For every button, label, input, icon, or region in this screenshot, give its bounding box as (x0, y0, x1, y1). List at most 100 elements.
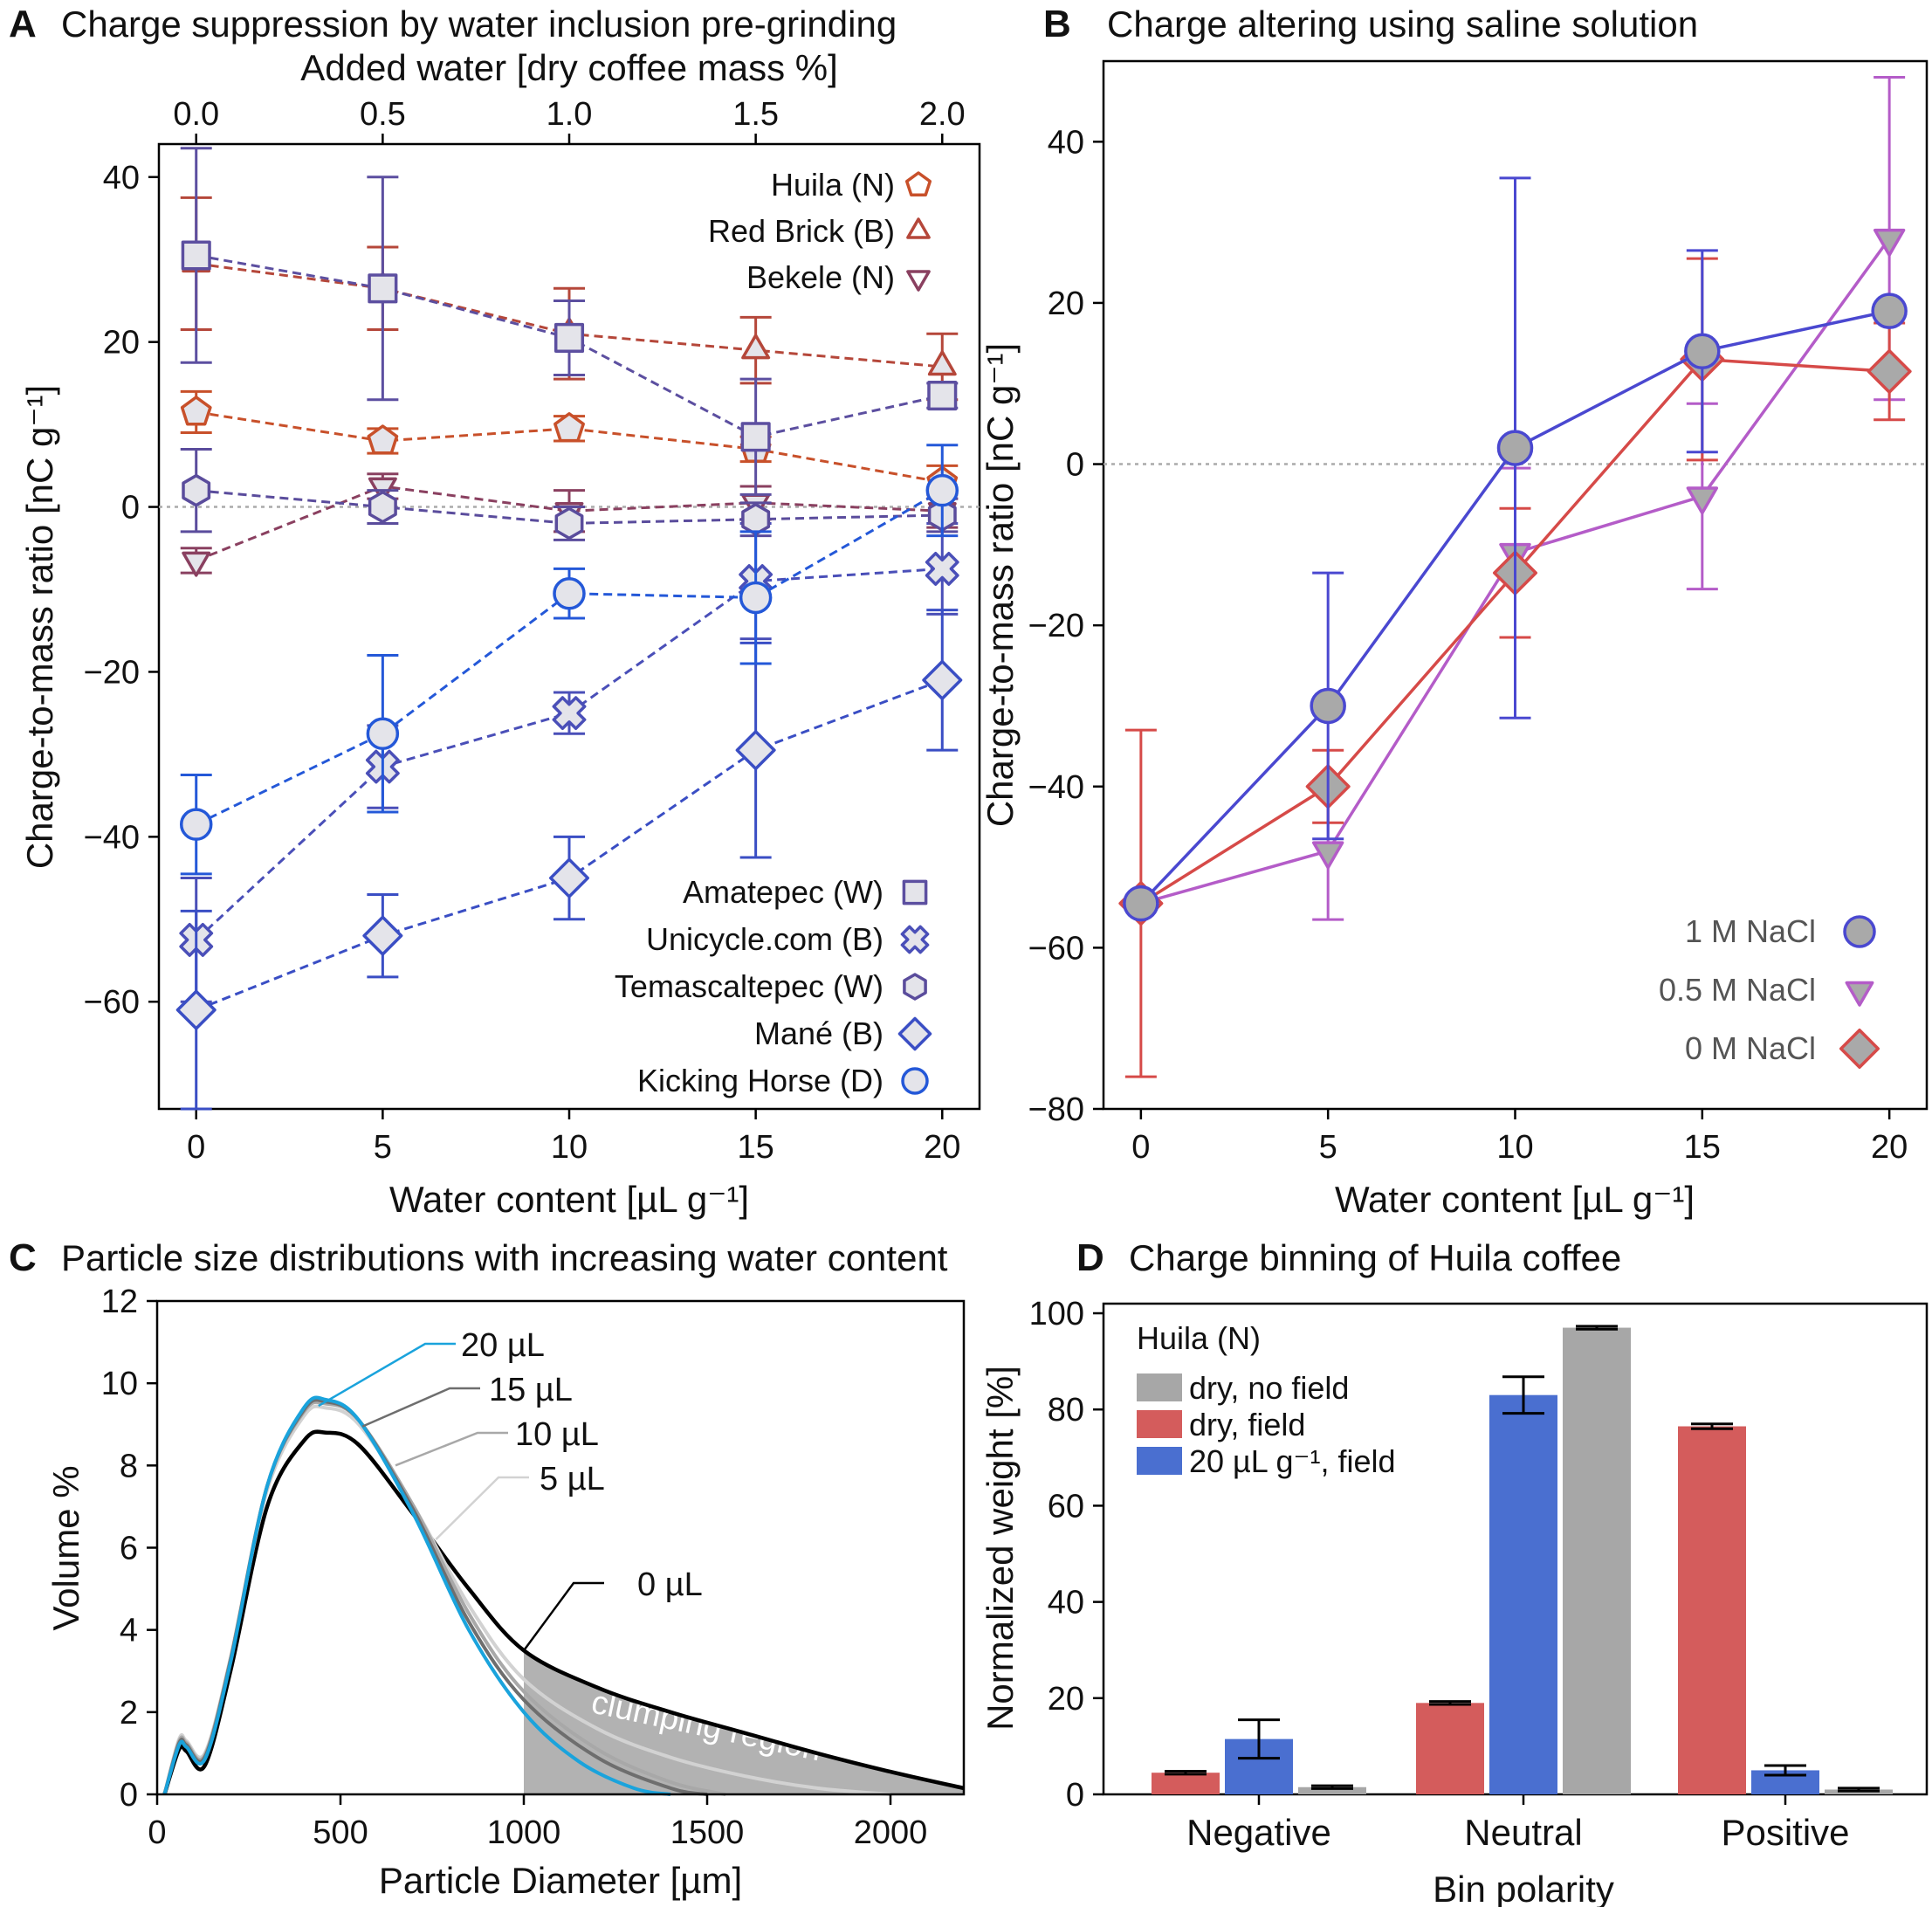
a-legend-marker-red-brick-b (906, 217, 931, 239)
panel-a-axes: 0 0.0 5 0.5 10 1.0 15 1.5 20 2.0 −60 −40 −20 0 20 40 (84, 96, 966, 1166)
a-ytick-label: 40 (103, 160, 140, 196)
panel-a-letter: A (9, 3, 37, 45)
a-ytick-label: 0 (121, 490, 140, 527)
d-xtick-label-neutral: Neutral (1464, 1812, 1582, 1853)
panel-c-series (162, 1395, 965, 1796)
panel-c-xlabel: Particle Diameter [µm] (379, 1860, 742, 1901)
a-series-huila-n (180, 389, 959, 500)
a-point-huila-n (180, 396, 212, 426)
c-xtick-label: 1500 (670, 1814, 745, 1851)
b-legend-label-0-5-m-nacl: 0.5 M NaCl (1659, 972, 1816, 1008)
d-legend-label-dry-no-field: dry, no field (1189, 1370, 1349, 1406)
panel-d-axes: 0 20 40 60 80 100 Negative Neutral Positive (1029, 1296, 1850, 1853)
d-bar-20-l-g-field-neutral (1489, 1394, 1557, 1794)
panel-c-letter: C (9, 1236, 37, 1279)
a-point-man-b (362, 915, 403, 956)
a-ytick-label: 20 (103, 325, 140, 361)
b-xtick-label: 10 (1496, 1129, 1533, 1166)
a-point-kicking-horse-d (366, 717, 400, 751)
b-legend-marker-0-5-m-nacl (1845, 981, 1874, 1007)
a-point-man-b (735, 730, 776, 771)
panel-d-title: Charge binning of Huila coffee (1129, 1237, 1621, 1278)
a-legend-label-unicycle-com-b: Unicycle.com (B) (646, 921, 883, 957)
a-point-red-brick-b (927, 350, 957, 376)
a-legend-marker-amatepec-w (902, 879, 928, 905)
a-legend-label-huila-n: Huila (N) (771, 167, 895, 203)
a-legend-marker-bekele-n (906, 270, 931, 292)
c-leader-5-l (435, 1476, 529, 1540)
a-point-red-brick-b (741, 334, 771, 360)
a-point-temascaltepec-w (182, 473, 211, 507)
panel-c: C Particle size distributions with incre… (9, 1236, 966, 1901)
a-line-bekele-n (196, 485, 943, 562)
c-curve-label-5-l: 5 µL (540, 1461, 605, 1497)
c-xtick-label: 1000 (487, 1814, 561, 1851)
c-ytick-label: 0 (120, 1777, 138, 1814)
a-xtick-label: 20 (924, 1129, 960, 1166)
a-x2tick-label: 1.5 (732, 96, 779, 133)
panel-c-axes: 0 500 1000 1500 2000 0 2 4 6 8 10 12 (101, 1284, 928, 1851)
a-x2tick-label: 0.0 (173, 96, 219, 133)
a-point-temascaltepec-w (368, 490, 397, 524)
b-point-1-m-nacl (1684, 333, 1721, 370)
d-ytick-label: 80 (1048, 1392, 1084, 1429)
panel-a-x2label: Added water [dry coffee mass %] (300, 47, 838, 88)
a-point-man-b (549, 857, 589, 898)
c-curve-label-20-l: 20 µL (461, 1327, 545, 1364)
a-legend-label-temascaltepec-w: Temascaltepec (W) (615, 968, 883, 1004)
d-ytick-label: 100 (1029, 1296, 1084, 1332)
b-point-0-5-m-nacl (1686, 486, 1719, 515)
b-ytick-label: 20 (1048, 286, 1084, 322)
d-legend-label-20-l-g-field: 20 µL g⁻¹, field (1189, 1443, 1396, 1479)
panel-a-xlabel: Water content [µL g⁻¹] (389, 1179, 749, 1220)
a-xtick-label: 5 (374, 1129, 392, 1166)
panel-a-legend: Huila (N) Red Brick (B) Bekele (N) Amatepec… (615, 167, 932, 1098)
d-legend-swatch-dry-field (1137, 1410, 1182, 1438)
b-legend-label-1-m-nacl: 1 M NaCl (1685, 913, 1816, 949)
b-point-0-5-m-nacl (1873, 228, 1906, 257)
d-ytick-label: 60 (1048, 1488, 1084, 1525)
d-bar-dry-no-field-negative (1298, 1787, 1366, 1794)
b-legend-label-0-m-nacl: 0 M NaCl (1685, 1030, 1816, 1066)
c-leader-20-l (318, 1342, 456, 1408)
d-ytick-label: 20 (1048, 1681, 1084, 1718)
a-ytick-label: −60 (84, 984, 140, 1021)
c-curve-20-l (162, 1395, 671, 1796)
a-series-kicking-horse-d (179, 444, 959, 876)
a-legend-marker-unicycle-com-b (900, 925, 930, 954)
a-line-huila-n (196, 410, 943, 484)
a-legend-marker-man-b (897, 1016, 932, 1051)
d-bar-dry-field-negative (1152, 1773, 1220, 1794)
a-point-amatepec-w (368, 273, 398, 304)
c-leader-0-l (522, 1581, 604, 1651)
a-legend-marker-huila-n (904, 171, 932, 197)
panel-c-ylabel: Volume % (45, 1465, 86, 1630)
a-point-bekele-n (182, 551, 211, 577)
panel-b-series (1118, 75, 1912, 1078)
a-legend-label-bekele-n: Bekele (N) (746, 259, 895, 295)
b-ytick-label: −60 (1028, 930, 1084, 967)
c-curve-label-0-l: 0 µL (637, 1566, 703, 1603)
b-ytick-label: −20 (1028, 608, 1084, 644)
c-curve-label-10-l: 10 µL (515, 1416, 599, 1453)
panel-b-ylabel: Charge-to-mass ratio [nC g⁻¹] (980, 343, 1021, 827)
a-point-kicking-horse-d (739, 581, 773, 615)
c-leader-10-l (395, 1431, 508, 1467)
d-legend-label-dry-field: dry, field (1189, 1407, 1305, 1442)
a-ytick-label: −40 (84, 819, 140, 856)
c-ytick-label: 12 (101, 1284, 138, 1320)
b-xtick-label: 5 (1319, 1129, 1337, 1166)
panel-d: D Charge binning of Huila coffee 0 20 40 60… (980, 1236, 1929, 1907)
a-point-amatepec-w (181, 240, 211, 271)
panel-d-bars (1152, 1325, 1893, 1794)
panel-d-ylabel: Normalized weight [%] (980, 1366, 1021, 1731)
c-curve-0-l (162, 1429, 965, 1795)
d-xtick-label-positive: Positive (1721, 1812, 1849, 1853)
d-legend-swatch-20-l-g-field (1137, 1447, 1182, 1475)
b-ytick-label: −40 (1028, 769, 1084, 806)
d-bar-dry-field-neutral (1416, 1703, 1484, 1794)
b-point-0-5-m-nacl (1311, 841, 1344, 870)
d-bar-dry-field-positive (1678, 1426, 1746, 1794)
panel-d-xlabel: Bin polarity (1433, 1869, 1614, 1907)
c-ytick-label: 8 (120, 1448, 138, 1484)
